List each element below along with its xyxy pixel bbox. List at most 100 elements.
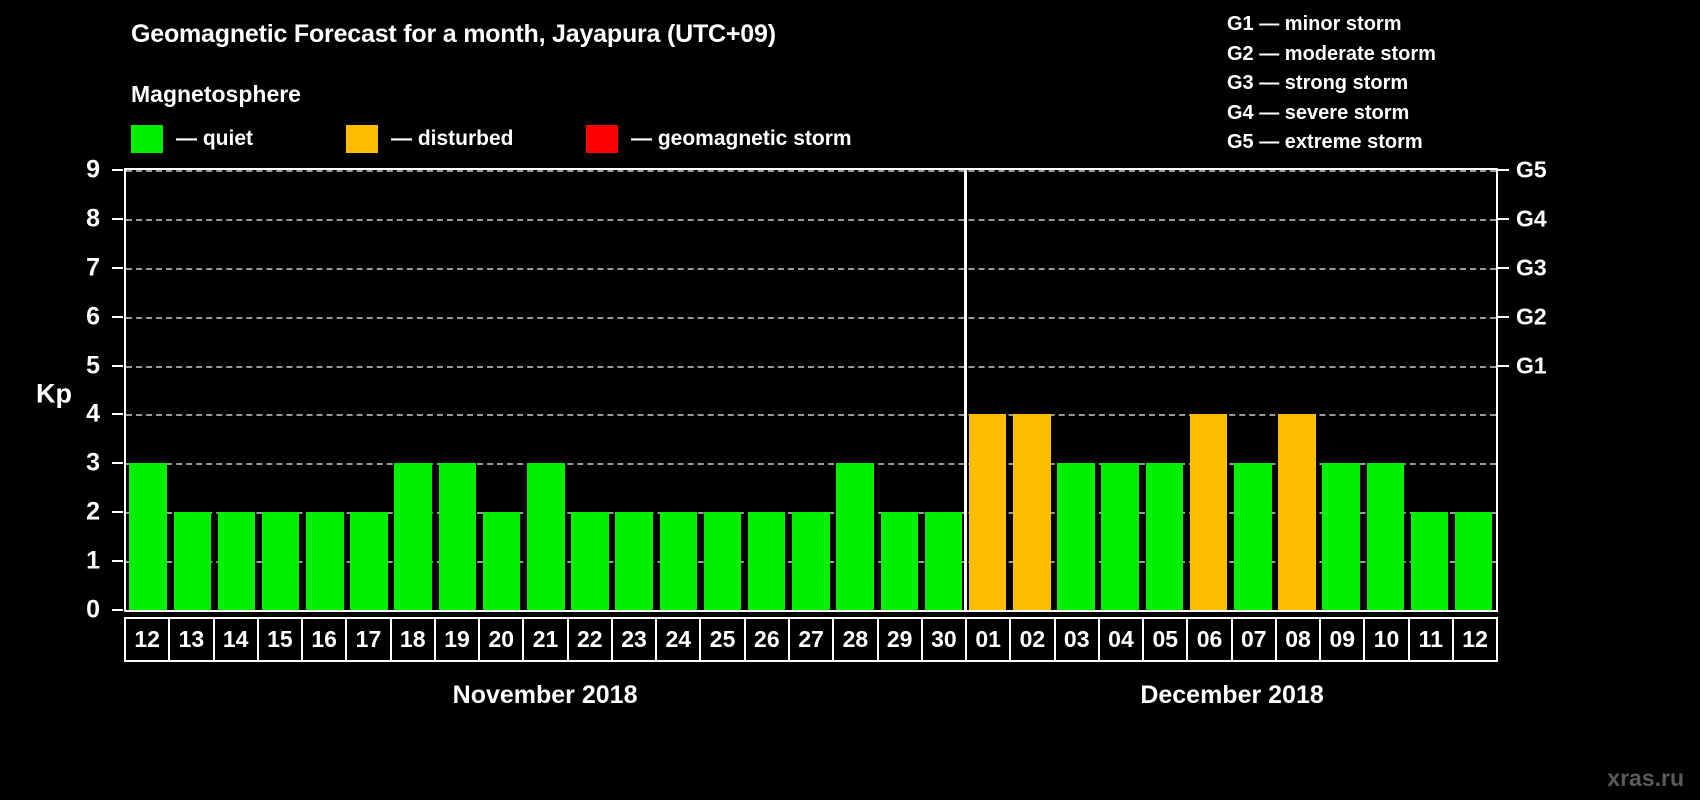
y-tick-label-6: 6: [86, 302, 100, 331]
bar-cell: [1142, 170, 1186, 610]
bar-cell: [303, 170, 347, 610]
date-label-28[interactable]: 28: [832, 617, 879, 662]
gridline-kp-8: [126, 218, 1496, 221]
date-label-02[interactable]: 02: [1009, 617, 1056, 662]
bar[interactable]: [880, 512, 919, 610]
bar[interactable]: [1101, 463, 1139, 610]
date-label-13[interactable]: 13: [168, 617, 215, 662]
bar[interactable]: [659, 512, 698, 610]
date-label-23[interactable]: 23: [610, 617, 658, 662]
date-label-25[interactable]: 25: [699, 617, 746, 662]
bar[interactable]: [968, 414, 1007, 610]
bar[interactable]: [1013, 414, 1051, 610]
y-tick-label-2: 2: [86, 497, 100, 526]
bar[interactable]: [1410, 512, 1449, 610]
legend-swatch-quiet: [131, 125, 163, 153]
date-label-09[interactable]: 09: [1319, 617, 1366, 662]
bar-cell: [1054, 170, 1098, 610]
bar[interactable]: [1322, 463, 1360, 610]
date-label-03[interactable]: 03: [1053, 617, 1100, 662]
bar[interactable]: [703, 512, 742, 610]
bar[interactable]: [482, 512, 521, 610]
date-label-12[interactable]: 12: [124, 617, 171, 662]
bar[interactable]: [924, 512, 963, 610]
date-label-18[interactable]: 18: [389, 617, 436, 662]
date-label-12[interactable]: 12: [1451, 617, 1499, 662]
date-label-10[interactable]: 10: [1363, 617, 1410, 662]
date-label-08[interactable]: 08: [1274, 617, 1322, 662]
y-tick-mark-4: [112, 413, 123, 416]
legend-label-storm: — geomagnetic storm: [631, 127, 852, 150]
g-axis-label-G2: G2: [1516, 303, 1547, 330]
date-label-24[interactable]: 24: [655, 617, 702, 662]
g-axis-label-G4: G4: [1516, 205, 1547, 232]
bar[interactable]: [1454, 512, 1493, 610]
bar[interactable]: [527, 463, 565, 610]
y-tick-label-8: 8: [86, 204, 100, 233]
bar[interactable]: [350, 512, 388, 610]
bar[interactable]: [571, 512, 609, 610]
bar-cell: [1187, 170, 1231, 610]
y-tick-mark-8: [112, 217, 123, 220]
legend-item-storm: — geomagnetic storm: [586, 124, 852, 154]
bar-cell: [833, 170, 877, 610]
bar-cell: [789, 170, 833, 610]
y-tick-mark-7: [112, 266, 123, 269]
bar-cell: [391, 170, 435, 610]
g-axis-mark-G3: [1498, 266, 1509, 269]
bar[interactable]: [173, 512, 212, 610]
bar-cell: [1010, 170, 1054, 610]
date-label-22[interactable]: 22: [566, 617, 613, 662]
bar[interactable]: [438, 463, 477, 610]
date-label-06[interactable]: 06: [1186, 617, 1233, 662]
bar-cell: [1275, 170, 1319, 610]
bar[interactable]: [1145, 463, 1184, 610]
legend-item-disturbed: — disturbed: [346, 124, 514, 154]
date-label-11[interactable]: 11: [1407, 617, 1454, 662]
g-scale-line-2: G2 — moderate storm: [1227, 42, 1436, 65]
bar[interactable]: [306, 512, 344, 610]
bar[interactable]: [1189, 414, 1228, 610]
date-label-27[interactable]: 27: [787, 617, 835, 662]
bar-cell: [126, 170, 170, 610]
date-label-17[interactable]: 17: [345, 617, 392, 662]
date-label-07[interactable]: 07: [1230, 617, 1277, 662]
legend-item-quiet: — quiet: [131, 124, 253, 154]
y-tick-label-3: 3: [86, 448, 100, 477]
bar[interactable]: [1057, 463, 1095, 610]
date-label-20[interactable]: 20: [478, 617, 525, 662]
date-label-16[interactable]: 16: [301, 617, 348, 662]
bar[interactable]: [836, 463, 874, 610]
y-tick-label-7: 7: [86, 253, 100, 282]
bar[interactable]: [129, 463, 167, 610]
date-label-01[interactable]: 01: [965, 617, 1012, 662]
bar[interactable]: [261, 512, 300, 610]
bar[interactable]: [1278, 414, 1316, 610]
bar[interactable]: [1234, 463, 1272, 610]
g-axis-mark-G1: [1498, 364, 1509, 367]
date-label-21[interactable]: 21: [522, 617, 569, 662]
y-tick-label-4: 4: [86, 399, 100, 428]
gridline-kp-4: [126, 414, 1496, 417]
bar[interactable]: [217, 512, 256, 610]
g-scale-line-1: G1 — minor storm: [1227, 13, 1402, 35]
gridline-kp-6: [126, 316, 1496, 319]
bar-cell: [347, 170, 391, 610]
bar[interactable]: [1366, 463, 1405, 610]
date-label-05[interactable]: 05: [1142, 617, 1189, 662]
date-label-15[interactable]: 15: [256, 617, 304, 662]
bar[interactable]: [615, 512, 653, 610]
date-label-30[interactable]: 30: [920, 617, 968, 662]
page-title: Geomagnetic Forecast for a month, Jayapu…: [131, 20, 776, 48]
bar[interactable]: [394, 463, 432, 610]
date-label-26[interactable]: 26: [743, 617, 790, 662]
date-label-29[interactable]: 29: [876, 617, 923, 662]
date-label-04[interactable]: 04: [1097, 617, 1145, 662]
bar[interactable]: [792, 512, 830, 610]
bar-cell: [259, 170, 303, 610]
bar[interactable]: [747, 512, 786, 610]
date-label-19[interactable]: 19: [433, 617, 481, 662]
legend-label-disturbed: — disturbed: [391, 127, 514, 150]
date-label-14[interactable]: 14: [212, 617, 259, 662]
